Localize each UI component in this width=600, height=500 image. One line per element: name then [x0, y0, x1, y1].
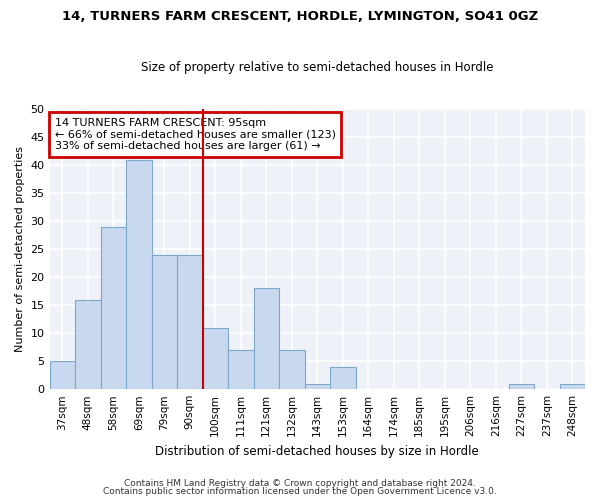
- Bar: [560, 384, 585, 389]
- Bar: [509, 384, 534, 389]
- Y-axis label: Number of semi-detached properties: Number of semi-detached properties: [15, 146, 25, 352]
- Bar: [75, 300, 101, 389]
- Bar: [203, 328, 228, 389]
- Bar: [254, 288, 279, 389]
- Text: Contains HM Land Registry data © Crown copyright and database right 2024.: Contains HM Land Registry data © Crown c…: [124, 478, 476, 488]
- Bar: [152, 255, 177, 389]
- Bar: [126, 160, 152, 389]
- X-axis label: Distribution of semi-detached houses by size in Hordle: Distribution of semi-detached houses by …: [155, 444, 479, 458]
- Bar: [177, 255, 203, 389]
- Text: Contains public sector information licensed under the Open Government Licence v3: Contains public sector information licen…: [103, 487, 497, 496]
- Text: 14, TURNERS FARM CRESCENT, HORDLE, LYMINGTON, SO41 0GZ: 14, TURNERS FARM CRESCENT, HORDLE, LYMIN…: [62, 10, 538, 23]
- Title: Size of property relative to semi-detached houses in Hordle: Size of property relative to semi-detach…: [141, 60, 494, 74]
- Bar: [101, 227, 126, 389]
- Bar: [279, 350, 305, 389]
- Bar: [330, 367, 356, 389]
- Text: 14 TURNERS FARM CRESCENT: 95sqm
← 66% of semi-detached houses are smaller (123)
: 14 TURNERS FARM CRESCENT: 95sqm ← 66% of…: [55, 118, 336, 151]
- Bar: [228, 350, 254, 389]
- Bar: [50, 361, 75, 389]
- Bar: [305, 384, 330, 389]
